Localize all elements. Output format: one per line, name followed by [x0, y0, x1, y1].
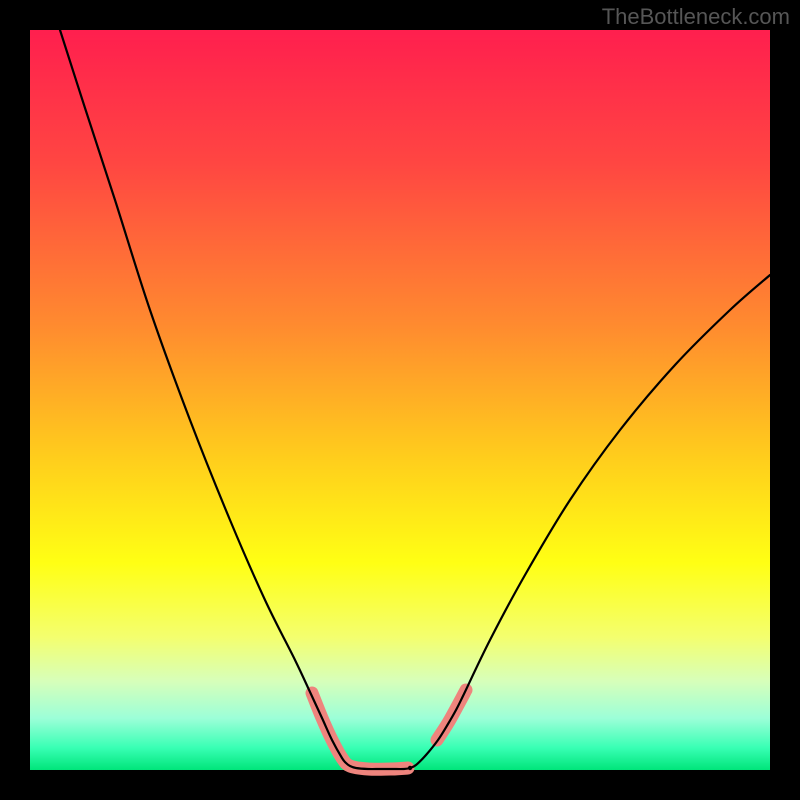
plot-background [30, 30, 770, 770]
bottleneck-chart [0, 0, 800, 800]
watermark-text: TheBottleneck.com [602, 4, 790, 30]
meeting-point-dot [408, 766, 412, 770]
chart-stage: TheBottleneck.com [0, 0, 800, 800]
